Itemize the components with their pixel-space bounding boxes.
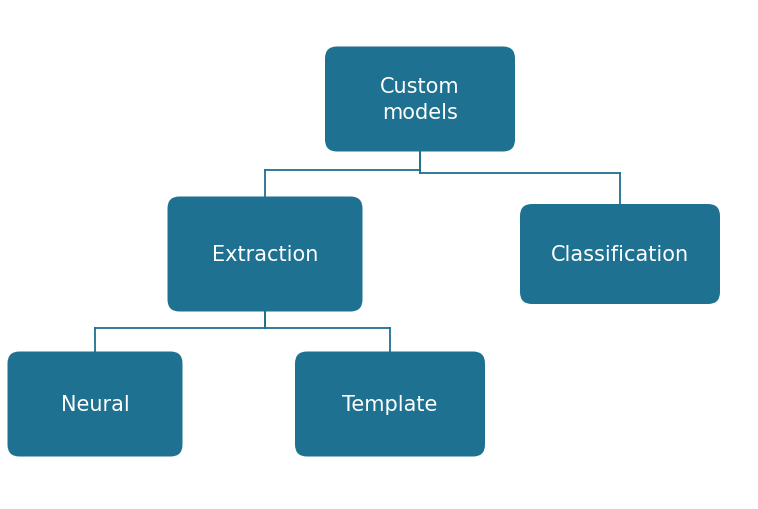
Text: Custom
models: Custom models: [381, 77, 460, 123]
Text: Template: Template: [343, 394, 437, 414]
Text: Extraction: Extraction: [211, 244, 318, 265]
FancyBboxPatch shape: [8, 352, 183, 457]
Text: Neural: Neural: [61, 394, 130, 414]
FancyBboxPatch shape: [325, 47, 515, 152]
FancyBboxPatch shape: [520, 205, 720, 304]
FancyBboxPatch shape: [295, 352, 485, 457]
FancyBboxPatch shape: [168, 197, 362, 312]
Text: Classification: Classification: [551, 244, 689, 265]
